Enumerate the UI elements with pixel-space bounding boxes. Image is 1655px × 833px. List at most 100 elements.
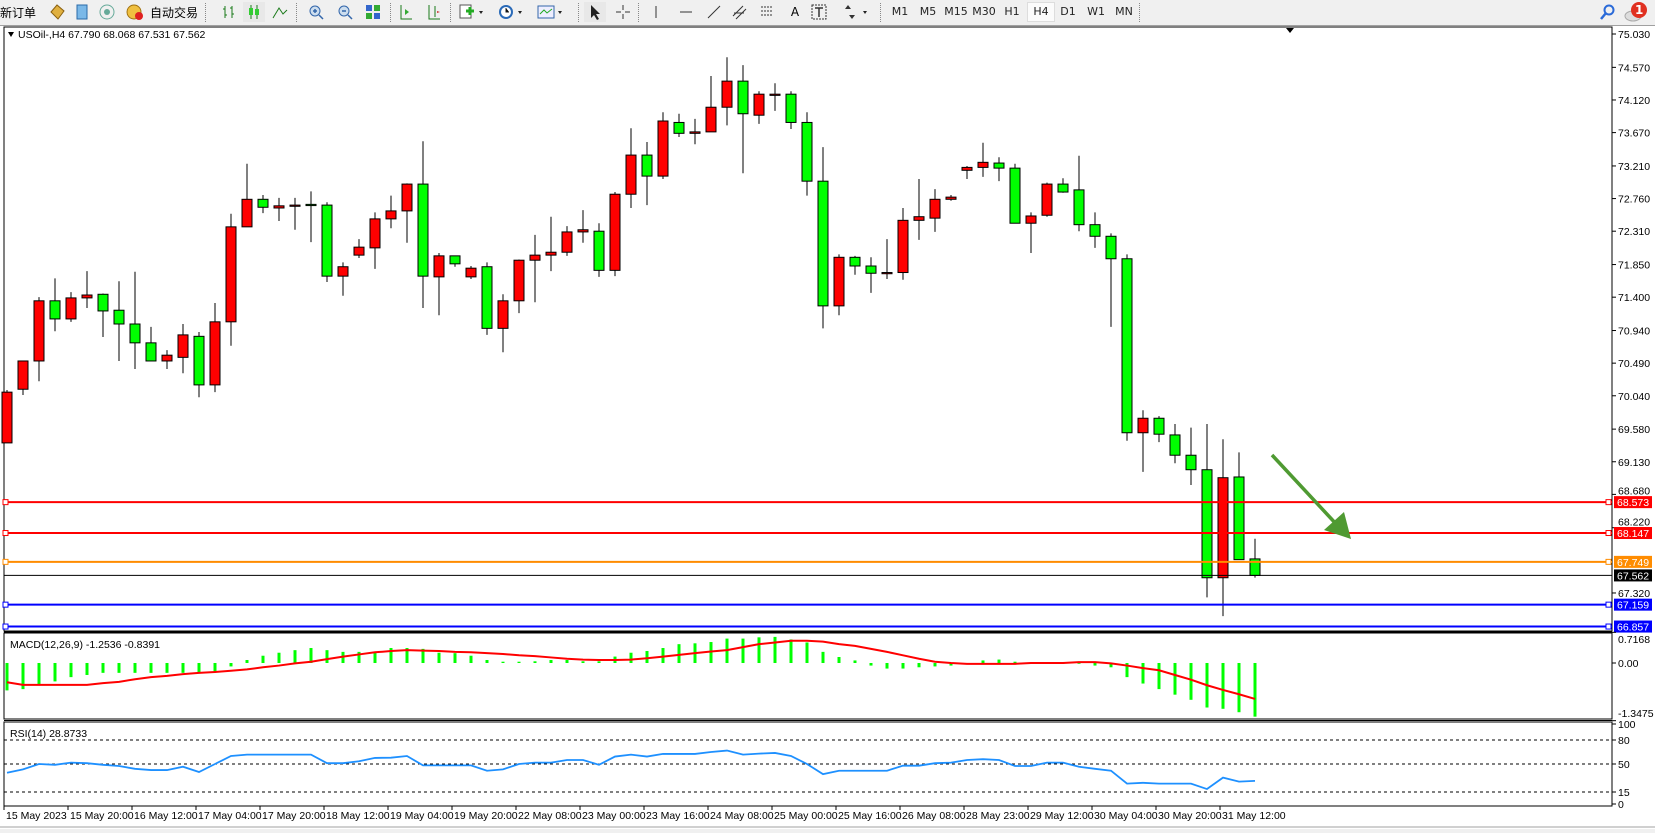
price-axis-label: 68.680 <box>1618 486 1650 498</box>
arrow-annotation-head-icon[interactable] <box>1324 512 1351 539</box>
price-axis-label: 70.940 <box>1618 326 1650 338</box>
autoscroll-icon[interactable] <box>423 2 445 22</box>
line-handle-right[interactable] <box>1605 530 1612 537</box>
candle <box>241 163 253 228</box>
line-handle-left[interactable] <box>2 601 9 608</box>
autotrade-button[interactable]: 自动交易 <box>147 2 201 22</box>
equidistant-channel-icon[interactable] <box>729 2 751 22</box>
timeframe-mn-button[interactable]: MN <box>1115 5 1133 18</box>
timeframe-h1-button[interactable]: H1 <box>1004 5 1020 18</box>
time-axis-label: 15 May 20:00 <box>70 810 134 822</box>
candle <box>929 189 941 232</box>
line-handle-right[interactable] <box>1605 623 1612 630</box>
line-handle-left[interactable] <box>2 530 9 537</box>
line-handle-right[interactable] <box>1605 499 1612 506</box>
candle-body <box>321 204 333 277</box>
candlestick-icon[interactable] <box>243 2 265 22</box>
macd-histogram-bar <box>389 648 393 663</box>
macd-histogram-bar <box>1189 663 1193 700</box>
candle-body <box>481 266 493 329</box>
tile-windows-icon[interactable] <box>362 2 384 22</box>
macd-signal-line <box>6 639 1256 700</box>
time-axis-label: 25 May 00:00 <box>774 810 838 822</box>
time-axis-label: 24 May 08:00 <box>710 810 774 822</box>
candle-body <box>673 121 685 134</box>
candle-body <box>1201 469 1213 579</box>
macd-histogram-bar <box>213 663 217 672</box>
text-label-icon[interactable] <box>808 2 830 22</box>
timeframe-m1-button[interactable]: M1 <box>891 5 909 18</box>
price-line-label-box <box>1614 527 1652 540</box>
time-axis-label: 23 May 16:00 <box>646 810 710 822</box>
candle-body <box>465 267 477 278</box>
macd-histogram-bar <box>565 660 569 663</box>
text-icon[interactable]: A <box>784 2 806 22</box>
price-axis-label: 70.490 <box>1618 358 1650 370</box>
timeframe-m15-button[interactable]: M15 <box>944 5 968 18</box>
candle-body <box>529 254 541 261</box>
data-window-icon[interactable] <box>71 2 93 22</box>
timeframe-m30-button[interactable]: M30 <box>972 5 996 18</box>
market-watch-icon[interactable] <box>46 2 68 22</box>
line-handle-right[interactable] <box>1605 558 1612 565</box>
macd-histogram-bar <box>1013 661 1017 663</box>
toolbar: 新订单 自动交易 A M1 M5 M15 M30 H1 H4 D1 W1 MN 1 <box>0 0 1655 26</box>
candle <box>81 271 93 309</box>
timeframe-m5-button[interactable]: M5 <box>919 5 937 18</box>
zoom-in-icon[interactable] <box>305 2 327 22</box>
arrow-annotation-shaft[interactable] <box>1270 453 1340 528</box>
candle-body <box>817 180 829 307</box>
candle-body <box>1121 258 1133 434</box>
chart-shift-marker-icon[interactable] <box>1286 28 1294 33</box>
text-tool-label: A <box>790 5 800 19</box>
zoom-out-icon[interactable] <box>334 2 356 22</box>
candle <box>113 281 125 361</box>
timeframe-h4-button[interactable]: H4 <box>1027 2 1055 22</box>
line-handle-left[interactable] <box>2 558 9 565</box>
templates-icon[interactable] <box>535 2 567 22</box>
macd-histogram-bar <box>821 651 825 663</box>
bar-chart-icon[interactable] <box>218 2 240 22</box>
candle <box>673 113 685 137</box>
fibonacci-icon[interactable] <box>757 2 779 22</box>
price-line-label: 67.159 <box>1617 600 1649 612</box>
horizontal-line-icon[interactable] <box>675 2 697 22</box>
candle-body <box>1009 167 1021 224</box>
candle <box>625 128 637 208</box>
chart-window[interactable]: USOil-,H4 67.790 68.068 67.531 67.562 75.… <box>0 26 1655 829</box>
timeframe-w1-button[interactable]: W1 <box>1087 5 1105 18</box>
macd-histogram-bar <box>773 636 777 663</box>
line-handle-right[interactable] <box>1605 601 1612 608</box>
price-axis-label: 69.580 <box>1618 424 1650 436</box>
new-order-button[interactable]: 新订单 <box>0 2 36 22</box>
chart-shift-icon[interactable] <box>395 2 417 22</box>
macd-histogram-bar <box>69 663 73 678</box>
macd-histogram-bar <box>245 660 249 663</box>
timeframe-d1-button[interactable]: D1 <box>1060 5 1076 18</box>
macd-histogram-bar <box>133 663 137 673</box>
line-chart-icon[interactable] <box>269 2 291 22</box>
arrows-icon[interactable] <box>840 2 872 22</box>
indicators-icon[interactable] <box>456 2 488 22</box>
crosshair-icon[interactable] <box>612 2 634 22</box>
search-icon[interactable] <box>1596 2 1618 22</box>
cursor-icon[interactable] <box>584 2 606 22</box>
line-handle-left[interactable] <box>2 623 9 630</box>
signal-icon[interactable] <box>96 2 118 22</box>
candle <box>353 239 365 259</box>
periods-icon[interactable] <box>495 2 527 22</box>
trendline-icon[interactable] <box>703 2 725 22</box>
price-line-label: 68.147 <box>1617 528 1649 540</box>
candle <box>737 65 749 174</box>
candle-body <box>225 226 237 323</box>
macd-axis-label: 0.00 <box>1618 658 1639 670</box>
vertical-line-icon[interactable] <box>645 2 667 22</box>
macd-histogram-bar <box>453 653 457 663</box>
line-handle-left[interactable] <box>2 499 9 506</box>
candle-body <box>625 154 637 195</box>
candle-body <box>577 229 589 233</box>
time-axis-label: 17 May 20:00 <box>262 810 326 822</box>
autotrade-icon[interactable] <box>124 2 146 22</box>
notifications-icon[interactable]: 1 <box>1622 2 1650 22</box>
candle <box>1169 424 1181 464</box>
